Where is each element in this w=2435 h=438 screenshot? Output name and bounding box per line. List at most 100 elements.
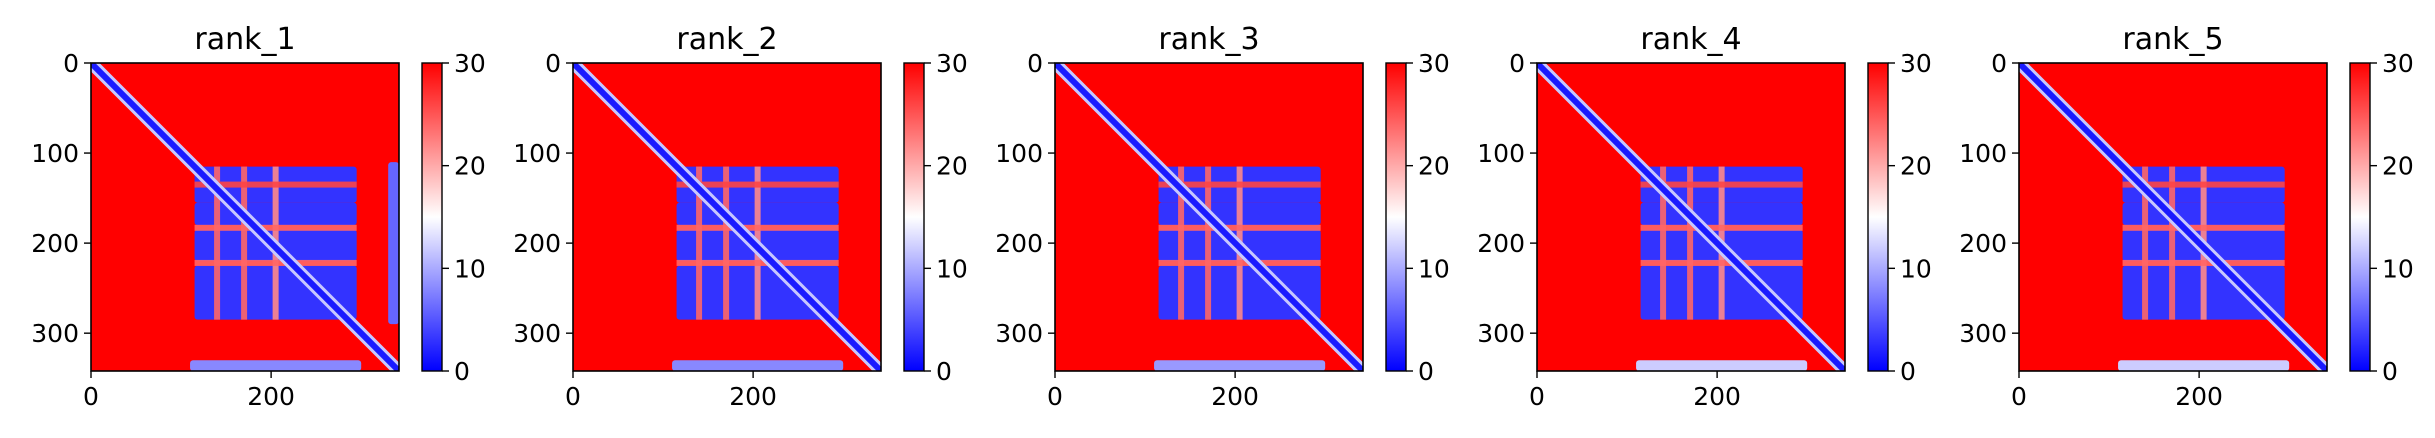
heatmap-gap-5 — [1158, 224, 1321, 231]
diagonal-band — [91, 63, 399, 371]
diagonal-band — [1537, 63, 1845, 371]
y-tick-label: 0 — [1991, 49, 2007, 78]
panel-title: rank_1 — [194, 22, 295, 57]
heatmap-gap-6 — [1640, 259, 1803, 266]
axes-frame — [1054, 62, 1364, 372]
x-tick-label: 200 — [729, 382, 777, 411]
y-tick-label: 300 — [995, 319, 1043, 348]
panel-title: rank_2 — [676, 22, 777, 57]
x-tick-label: 0 — [1047, 382, 1063, 411]
axes-frame — [1536, 62, 1846, 372]
heatmap-image — [91, 63, 399, 371]
x-tick-label: 0 — [1529, 382, 1545, 411]
colorbar-tick-label: 30 — [2382, 49, 2414, 78]
colorbar-tick-label: 10 — [1418, 254, 1450, 283]
heatmap-gap-2 — [723, 166, 730, 320]
y-tick-label: 200 — [31, 229, 79, 258]
y-tick-label: 100 — [513, 139, 561, 168]
colorbar-frame — [1385, 62, 1407, 372]
heatmap-gap-1 — [2142, 166, 2149, 320]
colorbar-tick-label: 30 — [1900, 49, 1932, 78]
heatmap-gap-2 — [241, 166, 248, 320]
heatmap-block-6 — [190, 360, 362, 371]
y-tick-label: 100 — [31, 139, 79, 168]
axes-frame — [572, 62, 882, 372]
y-tick-label: 200 — [995, 229, 1043, 258]
y-tick-label: 100 — [1959, 139, 2007, 168]
heatmap-gap-2 — [1687, 166, 1694, 320]
colorbar-frame — [1867, 62, 1889, 372]
colorbar-frame — [421, 62, 443, 372]
panel-title: rank_3 — [1158, 22, 1259, 57]
colorbar-tick-label: 10 — [936, 254, 968, 283]
heatmap-block-5 — [672, 360, 844, 371]
y-tick-label: 100 — [995, 139, 1043, 168]
colorbar — [904, 63, 924, 371]
heatmap-gap-4 — [194, 181, 357, 188]
heatmap-gap-1 — [1178, 166, 1185, 320]
panel-rank_4: rank_4 0 200 0 100 200 300 0 10 20 30 — [1477, 22, 1932, 411]
x-tick-label: 0 — [83, 382, 99, 411]
heatmap-gap-5 — [2122, 224, 2285, 231]
heatmap-gap-6 — [676, 259, 839, 266]
heatmap-gap-1 — [696, 166, 703, 320]
colorbar-tick-label: 0 — [1900, 357, 1916, 386]
heatmap-gap-2 — [1205, 166, 1212, 320]
colorbar-tick-label: 10 — [2382, 254, 2414, 283]
y-tick-label: 300 — [513, 319, 561, 348]
x-tick-label: 0 — [2011, 382, 2027, 411]
colorbar-tick-label: 0 — [454, 357, 470, 386]
diagonal-band — [2019, 63, 2327, 371]
colorbar-tick-label: 0 — [1418, 357, 1434, 386]
heatmap-gap-4 — [1158, 181, 1321, 188]
colorbar-tick-label: 20 — [454, 152, 486, 181]
colorbar-frame — [903, 62, 925, 372]
panel-title: rank_4 — [1640, 22, 1741, 57]
heatmap-image — [1537, 63, 1845, 371]
y-tick-label: 0 — [1509, 49, 1525, 78]
heatmap-block-5 — [388, 162, 399, 325]
colorbar-tick-label: 0 — [2382, 357, 2398, 386]
colorbar-tick-label: 30 — [936, 49, 968, 78]
colorbar-frame — [2349, 62, 2371, 372]
y-tick-label: 0 — [1027, 49, 1043, 78]
y-tick-label: 0 — [545, 49, 561, 78]
heatmap-gap-1 — [214, 166, 221, 320]
x-tick-label: 200 — [2175, 382, 2223, 411]
heatmap-gap-4 — [676, 181, 839, 188]
y-tick-label: 300 — [1959, 319, 2007, 348]
heatmap-gap-5 — [676, 224, 839, 231]
axes-frame — [2018, 62, 2328, 372]
panel-rank_2: rank_2 0 200 0 100 200 300 0 10 20 30 — [513, 22, 968, 411]
heatmap-gap-6 — [2122, 259, 2285, 266]
colorbar-tick-label: 10 — [454, 254, 486, 283]
x-tick-label: 200 — [1211, 382, 1259, 411]
heatmap-gap-6 — [194, 259, 357, 266]
heatmap-gap-4 — [2122, 181, 2285, 188]
heatmap-gap-5 — [194, 224, 357, 231]
colorbar-tick-label: 30 — [454, 49, 486, 78]
heatmap-image — [1055, 63, 1363, 371]
y-tick-label: 300 — [1477, 319, 1525, 348]
colorbar — [1386, 63, 1406, 371]
heatmap-block-5 — [2118, 360, 2290, 371]
colorbar-tick-label: 20 — [1418, 152, 1450, 181]
heatmap-block-5 — [1154, 360, 1326, 371]
panel-title: rank_5 — [2122, 22, 2223, 57]
axes-frame — [90, 62, 400, 372]
y-tick-label: 0 — [63, 49, 79, 78]
colorbar-tick-label: 20 — [1900, 152, 1932, 181]
heatmap-gap-5 — [1640, 224, 1803, 231]
diagonal-band — [573, 63, 881, 371]
panel-rank_5: rank_5 0 200 0 100 200 300 0 10 20 30 — [1959, 22, 2414, 411]
x-tick-label: 0 — [565, 382, 581, 411]
y-tick-label: 100 — [1477, 139, 1525, 168]
heatmap-image — [2019, 63, 2327, 371]
diagonal-band — [1055, 63, 1363, 371]
colorbar-tick-label: 30 — [1418, 49, 1450, 78]
colorbar-tick-label: 20 — [2382, 152, 2414, 181]
colorbar — [422, 63, 442, 371]
y-tick-label: 300 — [31, 319, 79, 348]
panel-rank_3: rank_3 0 200 0 100 200 300 0 10 20 30 — [995, 22, 1450, 411]
